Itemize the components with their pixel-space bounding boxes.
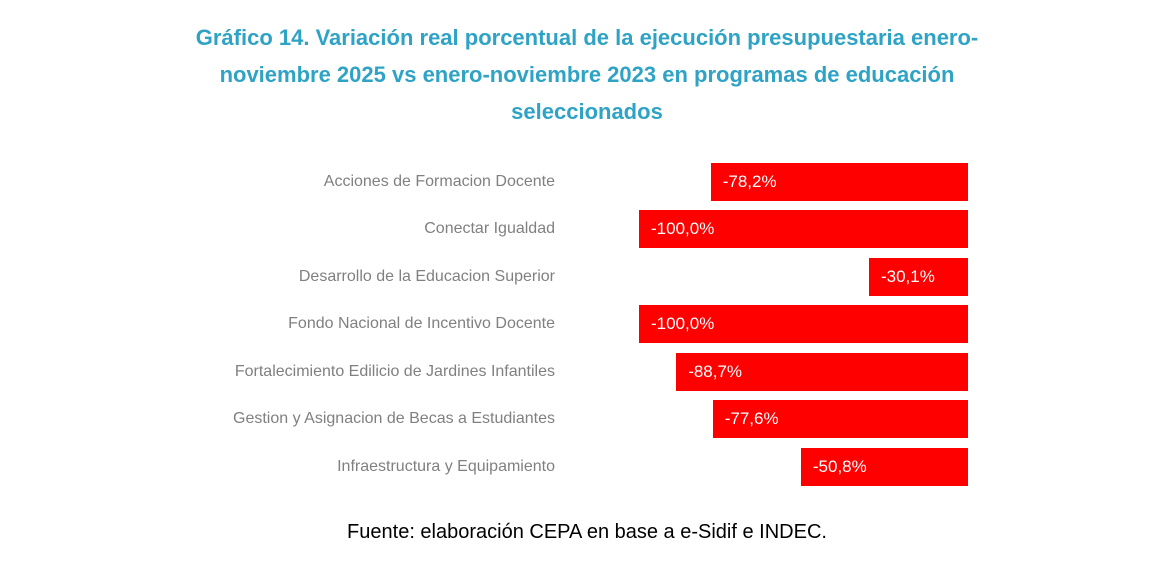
bar-track: -30,1% [639,257,968,296]
source-note: Fuente: elaboración CEPA en base a e-Sid… [347,520,827,543]
chart-title-line-1: Gráfico 14. Variación real porcentual de… [195,25,979,50]
bar: -30,1% [868,257,968,296]
category-label: Desarrollo de la Educacion Superior [298,267,555,285]
bar-value-label: -100,0% [651,219,715,239]
bar-track: -88,7% [639,352,968,391]
bar-row: Gestion y Asignacion de Becas a Estudian… [0,396,1174,444]
bar-row: Acciones de Formacion Docente -78,2% [0,158,1174,206]
bar-row: Infraestructura y Equipamiento -50,8% [0,443,1174,491]
bar-track: -100,0% [639,210,968,249]
chart-title-line-3: seleccionados [511,99,663,124]
bar-track: -77,6% [639,400,968,439]
bar-value-label: -50,8% [812,456,867,476]
bar: -100,0% [639,305,968,344]
bar-track: -100,0% [639,305,968,344]
category-label: Fondo Nacional de Incentivo Docente [288,315,555,333]
bar-track: -50,8% [639,447,968,486]
bar-track: -78,2% [639,162,968,201]
bar-value-label: -78,2% [722,171,777,191]
category-label: Acciones de Formacion Docente [323,172,555,190]
bar-row: Desarrollo de la Educacion Superior -30,1… [0,253,1174,301]
bar: -100,0% [639,210,968,249]
bar: -78,2% [710,162,968,201]
bar-row: Fondo Nacional de Incentivo Docente -100,… [0,301,1174,349]
bar-value-label: -88,7% [688,361,743,381]
bar-chart: Acciones de Formacion Docente -78,2% Conec… [0,158,1174,491]
category-label: Gestion y Asignacion de Becas a Estudian… [233,410,555,428]
bar-value-label: -100,0% [651,314,715,334]
category-label: Infraestructura y Equipamiento [337,457,555,475]
bar-row: Fortalecimiento Edilicio de Jardines Inf… [0,348,1174,396]
bar-value-label: -77,6% [724,409,779,429]
chart-title: Gráfico 14. Variación real porcentual de… [0,0,1174,130]
bar: -50,8% [800,447,968,486]
bar: -77,6% [712,400,968,439]
bar-row: Conectar Igualdad -100,0% [0,206,1174,254]
category-label: Fortalecimiento Edilicio de Jardines Inf… [234,362,555,380]
bar: -88,7% [676,352,968,391]
chart-title-line-2: noviembre 2025 vs enero-noviembre 2023 e… [219,62,955,87]
category-label: Conectar Igualdad [424,220,555,238]
bar-value-label: -30,1% [880,266,935,286]
